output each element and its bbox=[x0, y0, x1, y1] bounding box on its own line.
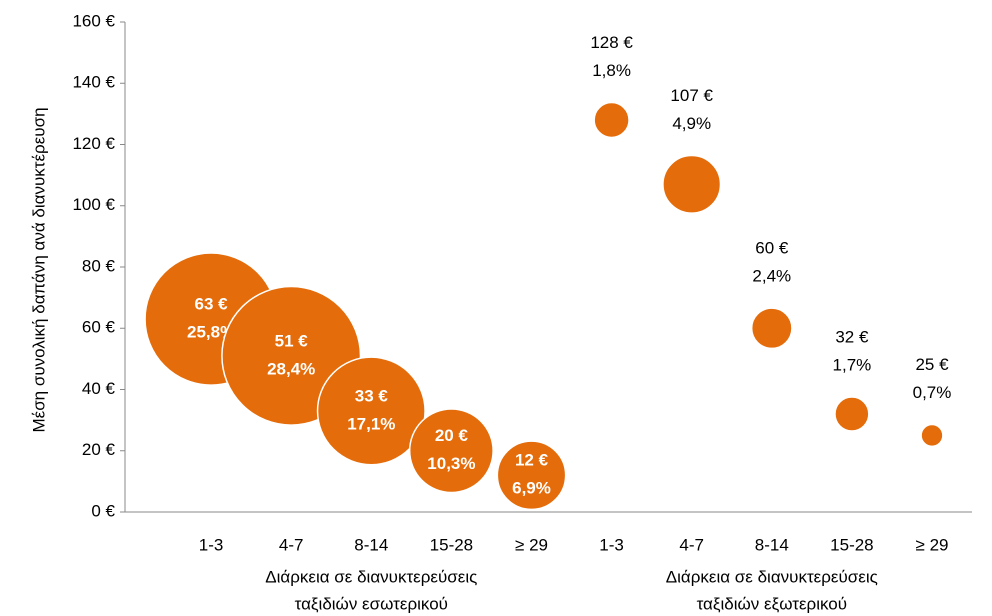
bubble bbox=[750, 307, 793, 350]
x-group-label: Διάρκεια σε διανυκτερεύσεις bbox=[666, 567, 878, 586]
value-label: 32 € bbox=[835, 328, 869, 347]
y-tick-label: 0 € bbox=[91, 501, 115, 520]
size-label: 10,3% bbox=[427, 454, 475, 473]
x-group-label: ταξιδιών εσωτερικού bbox=[295, 594, 448, 613]
value-label: 107 € bbox=[670, 86, 713, 105]
bubble bbox=[408, 408, 494, 494]
size-label: 1,7% bbox=[833, 356, 872, 375]
x-tick-label: 4-7 bbox=[679, 535, 704, 554]
bubble bbox=[920, 423, 944, 448]
size-label: 28,4% bbox=[267, 359, 315, 378]
size-label: 0,7% bbox=[913, 383, 952, 402]
x-tick-label: 15-28 bbox=[830, 535, 873, 554]
value-label: 128 € bbox=[590, 33, 633, 52]
y-tick-label: 100 € bbox=[72, 195, 115, 214]
size-label: 1,8% bbox=[592, 61, 631, 80]
x-tick-label: ≥ 29 bbox=[916, 535, 949, 554]
bubble bbox=[662, 154, 722, 214]
x-tick-label: 8-14 bbox=[354, 535, 388, 554]
bubble bbox=[316, 356, 426, 466]
x-tick-label: 8-14 bbox=[755, 535, 789, 554]
size-label: 25,8% bbox=[187, 323, 235, 342]
x-tick-label: ≥ 29 bbox=[515, 535, 548, 554]
x-tick-label: 1-3 bbox=[599, 535, 624, 554]
size-label: 17,1% bbox=[347, 414, 395, 433]
bubble bbox=[496, 440, 567, 511]
y-tick-label: 140 € bbox=[72, 73, 115, 92]
size-label: 4,9% bbox=[672, 114, 711, 133]
value-label: 20 € bbox=[435, 426, 469, 445]
value-label: 12 € bbox=[515, 451, 549, 470]
value-label: 60 € bbox=[755, 239, 789, 258]
value-label: 63 € bbox=[195, 295, 229, 314]
size-label: 2,4% bbox=[752, 267, 791, 286]
x-tick-label: 4-7 bbox=[279, 535, 304, 554]
size-label: 6,9% bbox=[512, 479, 551, 498]
bubble bbox=[834, 396, 870, 432]
y-tick-label: 120 € bbox=[72, 134, 115, 153]
y-axis-label: Μέση συνολική δαπάνη ανά διανυκτέρευση bbox=[29, 107, 48, 432]
y-tick-label: 80 € bbox=[82, 256, 116, 275]
y-tick-label: 160 € bbox=[72, 11, 115, 30]
x-group-label: ταξιδιών εξωτερικού bbox=[697, 594, 847, 613]
y-tick-label: 40 € bbox=[82, 379, 116, 398]
x-group-label: Διάρκεια σε διανυκτερεύσεις bbox=[265, 567, 477, 586]
x-tick-label: 1-3 bbox=[199, 535, 224, 554]
value-label: 33 € bbox=[355, 386, 389, 405]
value-label: 25 € bbox=[915, 355, 949, 374]
bubble bbox=[593, 101, 630, 139]
x-tick-label: 15-28 bbox=[430, 535, 473, 554]
value-label: 51 € bbox=[275, 331, 309, 350]
y-tick-label: 20 € bbox=[82, 440, 116, 459]
y-tick-label: 60 € bbox=[82, 318, 116, 337]
